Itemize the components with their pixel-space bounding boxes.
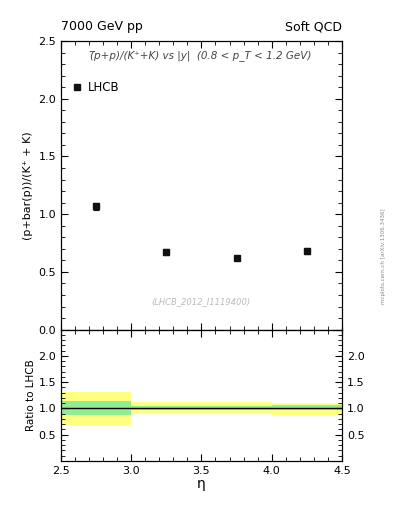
Text: (̅p+p)/(K⁺+K) vs |y|  (0.8 < p_T < 1.2 GeV): (̅p+p)/(K⁺+K) vs |y| (0.8 < p_T < 1.2 Ge… [91, 50, 312, 60]
Text: 7000 GeV pp: 7000 GeV pp [61, 20, 143, 33]
Legend: LHCB: LHCB [72, 81, 119, 95]
Y-axis label: (p+bar(p))/(K⁺ + K): (p+bar(p))/(K⁺ + K) [23, 131, 33, 240]
Text: mcplots.cern.ch [arXiv:1306.3436]: mcplots.cern.ch [arXiv:1306.3436] [381, 208, 386, 304]
Y-axis label: Ratio to LHCB: Ratio to LHCB [26, 359, 35, 431]
Text: (LHCB_2012_I1119400): (LHCB_2012_I1119400) [152, 297, 251, 307]
X-axis label: η: η [197, 477, 206, 491]
Text: Soft QCD: Soft QCD [285, 20, 342, 33]
